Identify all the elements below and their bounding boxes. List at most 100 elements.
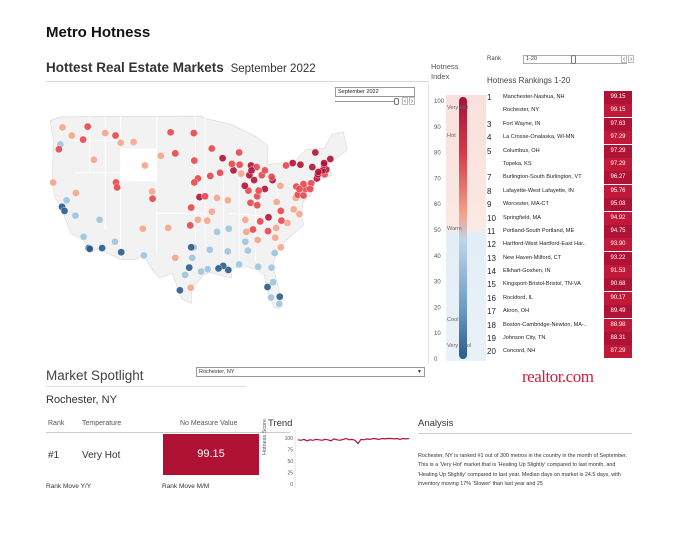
market-marker[interactable] — [224, 224, 233, 233]
market-marker[interactable] — [246, 199, 255, 207]
market-marker[interactable] — [60, 207, 69, 215]
market-marker[interactable] — [289, 205, 298, 214]
market-marker[interactable] — [235, 260, 243, 269]
market-marker[interactable] — [101, 129, 110, 137]
market-marker[interactable] — [242, 228, 251, 236]
ranking-row[interactable]: 15 Kingsport-Bristol-Bristol, TN-VA 90.68 — [487, 278, 633, 292]
ranking-row[interactable]: 1 Manchester-Nashua, NH 99.15 — [487, 91, 633, 104]
market-marker[interactable] — [186, 283, 195, 292]
market-marker[interactable] — [241, 216, 250, 224]
market-marker[interactable] — [157, 152, 165, 160]
market-marker[interactable] — [311, 148, 320, 157]
ranking-row[interactable]: 3 Fort Wayne, IN 97.63 — [487, 117, 633, 131]
market-marker[interactable] — [207, 144, 216, 153]
market-marker[interactable] — [267, 293, 275, 302]
market-marker[interactable] — [277, 216, 286, 225]
market-marker[interactable] — [197, 267, 205, 276]
market-marker[interactable] — [141, 161, 149, 170]
market-marker[interactable] — [79, 232, 88, 241]
market-marker[interactable] — [299, 180, 308, 188]
ranking-row[interactable]: Topeka, KS 97.29 — [487, 157, 633, 171]
market-marker[interactable] — [237, 169, 245, 178]
market-marker[interactable] — [203, 265, 212, 273]
rank-slider-handle[interactable] — [571, 55, 576, 64]
market-marker[interactable] — [275, 300, 284, 308]
ranking-row[interactable]: 19 Johnson City, TN 88.31 — [487, 332, 633, 346]
market-marker[interactable] — [187, 203, 195, 212]
market-marker[interactable] — [271, 233, 279, 242]
ranking-row[interactable]: 17 Akron, OH 89.49 — [487, 305, 633, 319]
market-marker[interactable] — [83, 122, 92, 131]
market-marker[interactable] — [213, 228, 221, 236]
market-marker[interactable] — [235, 148, 243, 157]
market-marker[interactable] — [218, 154, 227, 163]
market-marker[interactable] — [261, 166, 269, 175]
market-marker[interactable] — [235, 160, 244, 169]
market-marker[interactable] — [62, 196, 71, 205]
chevron-left-icon[interactable]: ‹ — [402, 97, 408, 105]
month-slider[interactable] — [335, 98, 401, 105]
market-marker[interactable] — [117, 248, 125, 256]
market-marker[interactable] — [49, 178, 57, 187]
market-marker[interactable] — [314, 168, 323, 176]
market-marker[interactable] — [272, 224, 280, 232]
market-marker[interactable] — [264, 227, 272, 235]
chevron-down-icon[interactable]: ▼ — [417, 369, 422, 375]
market-marker[interactable] — [98, 244, 106, 252]
market-marker[interactable] — [276, 207, 285, 215]
market-marker[interactable] — [139, 224, 147, 233]
market-marker[interactable] — [256, 217, 264, 226]
market-marker[interactable] — [241, 237, 250, 246]
market-marker[interactable] — [189, 129, 198, 137]
market-marker[interactable] — [148, 194, 157, 203]
market-marker[interactable] — [171, 253, 180, 262]
market-marker[interactable] — [176, 286, 184, 295]
market-marker[interactable] — [296, 160, 305, 169]
ranking-row[interactable]: 10 Springfield, MA 94.92 — [487, 211, 633, 225]
market-marker[interactable] — [214, 264, 223, 273]
market-marker[interactable] — [295, 210, 304, 218]
market-marker[interactable] — [205, 245, 214, 254]
market-marker[interactable] — [116, 139, 125, 147]
ranking-row[interactable]: 5 Columbus, OH 97.29 — [487, 144, 633, 158]
market-marker[interactable] — [79, 135, 87, 144]
market-marker[interactable] — [213, 194, 221, 202]
market-marker[interactable] — [188, 253, 197, 262]
market-marker[interactable] — [207, 207, 216, 216]
market-marker[interactable] — [194, 216, 202, 224]
market-marker[interactable] — [171, 149, 180, 158]
market-marker[interactable] — [111, 131, 120, 140]
ranking-row[interactable]: 4 La Crosse-Onalaska, WI-MN 97.29 — [487, 131, 633, 145]
ranking-row[interactable]: 20 Concord, NH 87.29 — [487, 345, 633, 359]
market-marker[interactable] — [186, 221, 194, 230]
market-marker[interactable] — [181, 271, 189, 279]
market-marker[interactable] — [276, 182, 285, 190]
ranking-row[interactable]: 9 Worcester, MA-CT 95.08 — [487, 198, 633, 212]
market-marker[interactable] — [276, 243, 285, 252]
market-marker[interactable] — [95, 216, 104, 224]
market-marker[interactable] — [201, 192, 209, 201]
market-marker[interactable] — [253, 201, 261, 209]
market-marker[interactable] — [185, 263, 193, 272]
ranking-row[interactable]: 7 Burlington-South Burlington, VT 96.27 — [487, 171, 633, 185]
market-marker[interactable] — [166, 128, 175, 137]
market-marker[interactable] — [140, 251, 148, 260]
market-marker[interactable] — [295, 185, 304, 193]
market-marker[interactable] — [55, 145, 63, 154]
market-marker[interactable] — [224, 266, 233, 274]
market-marker[interactable] — [244, 246, 252, 255]
market-marker[interactable] — [267, 173, 276, 181]
market-marker[interactable] — [282, 161, 290, 170]
month-slider-handle[interactable] — [394, 98, 399, 105]
ranking-row[interactable]: 8 Lafayette-West Lafayette, IN 95.76 — [487, 184, 633, 198]
market-marker[interactable] — [67, 131, 76, 140]
market-marker[interactable] — [247, 166, 256, 175]
market-marker[interactable] — [326, 155, 335, 163]
market-marker[interactable] — [223, 196, 232, 205]
market-marker[interactable] — [206, 172, 215, 180]
market-marker[interactable] — [269, 278, 277, 286]
ranking-row[interactable]: 14 Elkhart-Goshen, IN 91.53 — [487, 265, 633, 279]
market-marker[interactable] — [254, 186, 263, 195]
ranking-row[interactable]: 18 Boston-Cambridge-Newton, MA-.. 88.98 — [487, 318, 633, 332]
market-marker[interactable] — [299, 191, 308, 200]
